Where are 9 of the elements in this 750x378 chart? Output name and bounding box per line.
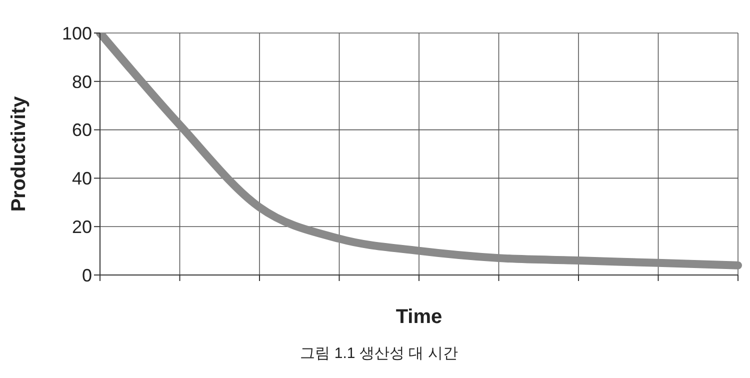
- y-tick-label: 40: [72, 168, 92, 189]
- y-tick-label: 20: [72, 216, 92, 237]
- x-axis-title: Time: [396, 306, 442, 328]
- y-tick-label: 80: [72, 72, 92, 92]
- y-tick-label: 60: [72, 120, 92, 140]
- caption: 그림 1.1 생산성 대 시간: [299, 344, 459, 363]
- y-tick-label: 100: [62, 23, 92, 44]
- y-tick-label: 0: [82, 265, 92, 286]
- y-axis-title: Productivity: [8, 95, 30, 212]
